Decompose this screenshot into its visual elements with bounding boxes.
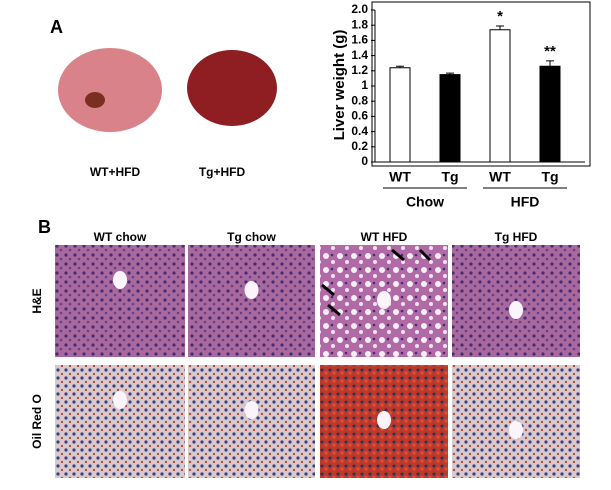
micrograph — [55, 245, 185, 357]
significance: * — [497, 8, 503, 25]
bar — [439, 74, 461, 163]
y-tick-label: 1.8 — [351, 17, 368, 31]
panel-label: B — [38, 217, 51, 237]
vessel — [377, 291, 391, 309]
x-tick-label: WT — [489, 169, 511, 185]
y-tick-label: 0 — [361, 154, 368, 168]
liver-photo — [58, 48, 162, 132]
vessel — [377, 411, 391, 429]
vessel — [113, 391, 127, 409]
y-tick-label: 1.6 — [351, 33, 368, 47]
vessel — [244, 401, 259, 419]
y-tick-label: 1.2 — [351, 63, 368, 77]
micrograph — [188, 245, 315, 357]
y-tick-label: 1.4 — [351, 48, 368, 62]
bar — [539, 65, 561, 163]
chart-frame — [371, 1, 591, 167]
micrographs — [55, 245, 580, 478]
error-bar — [496, 25, 504, 30]
significance: ** — [544, 43, 556, 60]
vessel — [509, 301, 523, 319]
x-tick-label: Tg — [441, 169, 458, 185]
column-label: WT HFD — [361, 230, 408, 244]
liver-spot — [85, 92, 105, 108]
micrograph — [55, 365, 185, 478]
liver-photo — [187, 50, 277, 126]
photo-caption: Tg+HFD — [199, 165, 246, 179]
row-label: H&E — [30, 288, 44, 313]
x-tick-label: Tg — [541, 169, 558, 185]
bar — [489, 29, 511, 163]
y-tick-label: 0.8 — [351, 93, 368, 107]
column-label: Tg HFD — [495, 230, 538, 244]
y-tick-label: 2.0 — [351, 2, 368, 16]
y-tick-label: 0.4 — [351, 124, 368, 138]
error-bar — [546, 60, 554, 67]
y-tick-label: 0.6 — [351, 109, 368, 123]
error-bar — [396, 65, 404, 68]
micrograph — [188, 365, 315, 478]
y-tick-label: 1 — [361, 78, 368, 92]
y-axis-title: Liver weight (g) — [331, 30, 348, 141]
vessel — [244, 281, 259, 299]
row-label: Oil Red O — [30, 394, 44, 449]
group-label: Chow — [406, 194, 444, 210]
y-tick-label: 0.2 — [351, 139, 368, 153]
group-label: HFD — [511, 194, 540, 210]
error-bar — [446, 72, 454, 75]
vessel — [509, 421, 523, 439]
photo-caption: WT+HFD — [90, 165, 141, 179]
panel-label: A — [50, 17, 63, 37]
column-label: Tg chow — [227, 230, 276, 244]
column-label: WT chow — [94, 230, 147, 244]
x-tick-label: WT — [389, 169, 411, 185]
bar — [389, 67, 411, 163]
vessel — [113, 271, 127, 289]
arrows — [321, 248, 432, 317]
